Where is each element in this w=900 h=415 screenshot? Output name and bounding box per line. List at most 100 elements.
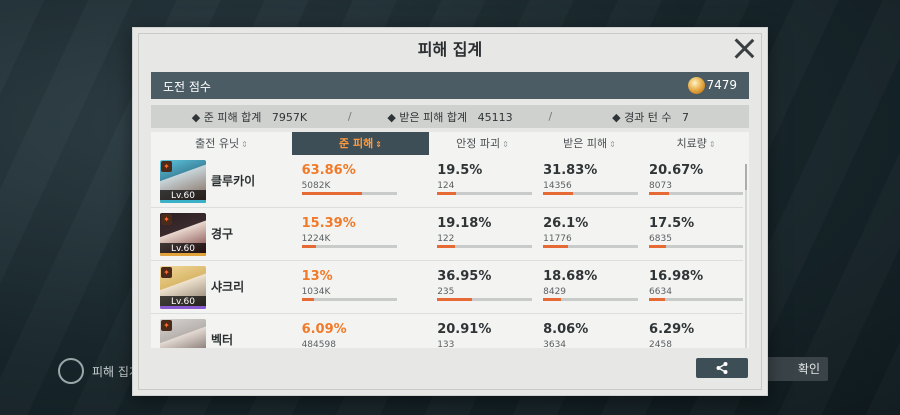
received-raw-value: 3634 [543, 340, 567, 348]
unit-level: Lv.60 [160, 243, 206, 256]
healing-cell: 20.67% 8073 [638, 155, 743, 207]
coin-icon [688, 77, 705, 94]
table-row[interactable]: ✦ Lv.60 경구 15.39% 1224K 19.18% 122 26.1% 11776 17… [151, 208, 743, 261]
scrollbar-track[interactable] [745, 164, 747, 348]
column-header-break[interactable]: 안정 파괴 ⇕ [429, 132, 536, 155]
summary-separator: / [548, 110, 553, 123]
break-bar-fill [437, 192, 456, 195]
unit-portrait[interactable]: ✦ [160, 319, 206, 348]
dealt-cell: 6.09% 484598 [291, 314, 427, 348]
healing-percent: 17.5% [649, 216, 695, 231]
table-header: 출전 유닛 ⇕ 준 피해 ⇕ 안정 파괴 ⇕ 받은 피해 ⇕ 치료량 ⇕ [151, 132, 749, 155]
break-raw-value: 124 [437, 181, 455, 191]
element-icon: ✦ [161, 320, 172, 331]
unit-cell: ✦ Lv.60 샤크리 [151, 261, 291, 313]
received-percent: 31.83% [543, 163, 598, 178]
refresh-icon[interactable] [58, 358, 84, 384]
close-icon[interactable] [733, 37, 755, 59]
rarity-bar [160, 200, 206, 203]
sort-icon: ⇕ [241, 140, 248, 149]
received-bar-fill [543, 245, 568, 248]
unit-cell: ✦ Lv.60 클루카이 [151, 155, 291, 207]
element-icon: ✦ [161, 161, 172, 172]
challenge-score-bar: 도전 점수 7479 [151, 72, 749, 99]
received-percent: 8.06% [543, 322, 589, 337]
received-bar-track [543, 298, 639, 301]
healing-bar-track [649, 245, 743, 248]
break-bar-track [437, 245, 533, 248]
column-header-received[interactable]: 받은 피해 ⇕ [536, 132, 643, 155]
dealt-raw-value: 1034K [301, 287, 331, 297]
unit-portrait[interactable]: ✦ Lv.60 [160, 213, 206, 256]
share-button[interactable] [696, 358, 748, 378]
total-dealt-value: 7957K [271, 110, 308, 124]
received-percent: 26.1% [543, 216, 589, 231]
healing-percent: 16.98% [649, 269, 704, 284]
break-percent: 19.18% [437, 216, 492, 231]
unit-name: 경구 [211, 227, 234, 241]
healing-cell: 16.98% 6634 [638, 261, 743, 313]
rarity-bar [160, 306, 206, 309]
elapsed-turns-value: 7 [682, 110, 690, 124]
received-bar-track [543, 245, 639, 248]
unit-portrait[interactable]: ✦ Lv.60 [160, 160, 206, 203]
dealt-percent: 15.39% [301, 216, 356, 231]
break-cell: 20.91% 133 [426, 314, 532, 348]
received-bar-fill [543, 298, 561, 301]
healing-bar-track [649, 298, 743, 301]
column-header-label: 받은 피해 [563, 137, 608, 150]
table-row[interactable]: ✦ Lv.60 클루카이 63.86% 5082K 19.5% 124 31.83% 14356… [151, 155, 743, 208]
challenge-score-label: 도전 점수 [163, 80, 211, 94]
modal-title: 피해 집계 [417, 40, 483, 59]
total-dealt: ◆ 준 피해 합계 7957K [151, 109, 348, 125]
elapsed-turns: ◆ 경과 턴 수 7 [552, 109, 749, 125]
unit-cell: ✦ Lv.60 경구 [151, 208, 291, 260]
dealt-bar-track [301, 298, 397, 301]
background-damage-summary-label[interactable]: 피해 집계 [92, 365, 140, 379]
element-icon: ✦ [161, 214, 172, 225]
unit-cell: ✦ 벡터 [151, 314, 291, 348]
dealt-cell: 63.86% 5082K [291, 155, 427, 207]
break-cell: 36.95% 235 [426, 261, 533, 313]
column-header-label: 출전 유닛 [195, 137, 240, 150]
dealt-bar-fill [301, 192, 363, 195]
column-header-label: 준 피해 [339, 137, 374, 150]
received-percent: 18.68% [543, 269, 598, 284]
unit-level: Lv.60 [160, 190, 206, 203]
received-bar-track [543, 192, 639, 195]
sort-icon: ⇕ [375, 140, 382, 149]
column-header-label: 안정 파괴 [456, 137, 501, 150]
total-dealt-label: ◆ 준 피해 합계 [191, 110, 262, 124]
healing-cell: 6.29% 2458 [638, 314, 743, 348]
dealt-bar-fill [301, 245, 317, 248]
unit-name: 클루카이 [211, 174, 256, 188]
break-bar-track [437, 298, 533, 301]
unit-name: 벡터 [211, 333, 234, 347]
break-bar-track [437, 192, 533, 195]
column-header-unit[interactable]: 출전 유닛 ⇕ [151, 132, 292, 155]
table-row[interactable]: ✦ Lv.60 샤크리 13% 1034K 36.95% 235 18.68% 8429 16.9… [151, 261, 743, 314]
healing-percent: 20.67% [649, 163, 704, 178]
dealt-cell: 13% 1034K [291, 261, 427, 313]
dealt-cell: 15.39% 1224K [291, 208, 427, 260]
dealt-raw-value: 5082K [301, 181, 331, 191]
column-header-healing[interactable]: 치료량 ⇕ [643, 132, 749, 155]
break-cell: 19.18% 122 [426, 208, 533, 260]
damage-summary-modal: 피해 집계 도전 점수 7479 ◆ 준 피해 합계 7957K / ◆ 받은 … [133, 28, 767, 395]
column-header-label: 치료량 [676, 137, 707, 150]
total-received-label: ◆ 받은 피해 합계 [387, 110, 468, 124]
sort-icon: ⇕ [609, 140, 616, 149]
column-header-dealt[interactable]: 준 피해 ⇕ [292, 132, 429, 155]
break-percent: 20.91% [437, 322, 492, 337]
scrollbar-thumb[interactable] [745, 164, 747, 190]
unit-portrait[interactable]: ✦ Lv.60 [160, 266, 206, 309]
break-bar-fill [437, 245, 456, 248]
dealt-percent: 63.86% [301, 163, 356, 178]
break-raw-value: 235 [437, 287, 455, 297]
dealt-raw-value: 484598 [301, 340, 336, 348]
share-icon [716, 362, 728, 374]
received-raw-value: 11776 [543, 234, 572, 244]
dealt-bar-track [301, 192, 397, 195]
table-body[interactable]: ✦ Lv.60 클루카이 63.86% 5082K 19.5% 124 31.83% 14356… [151, 155, 743, 348]
table-row[interactable]: ✦ 벡터 6.09% 484598 20.91% 133 8.06% 3634 6.29% 245… [151, 314, 743, 348]
